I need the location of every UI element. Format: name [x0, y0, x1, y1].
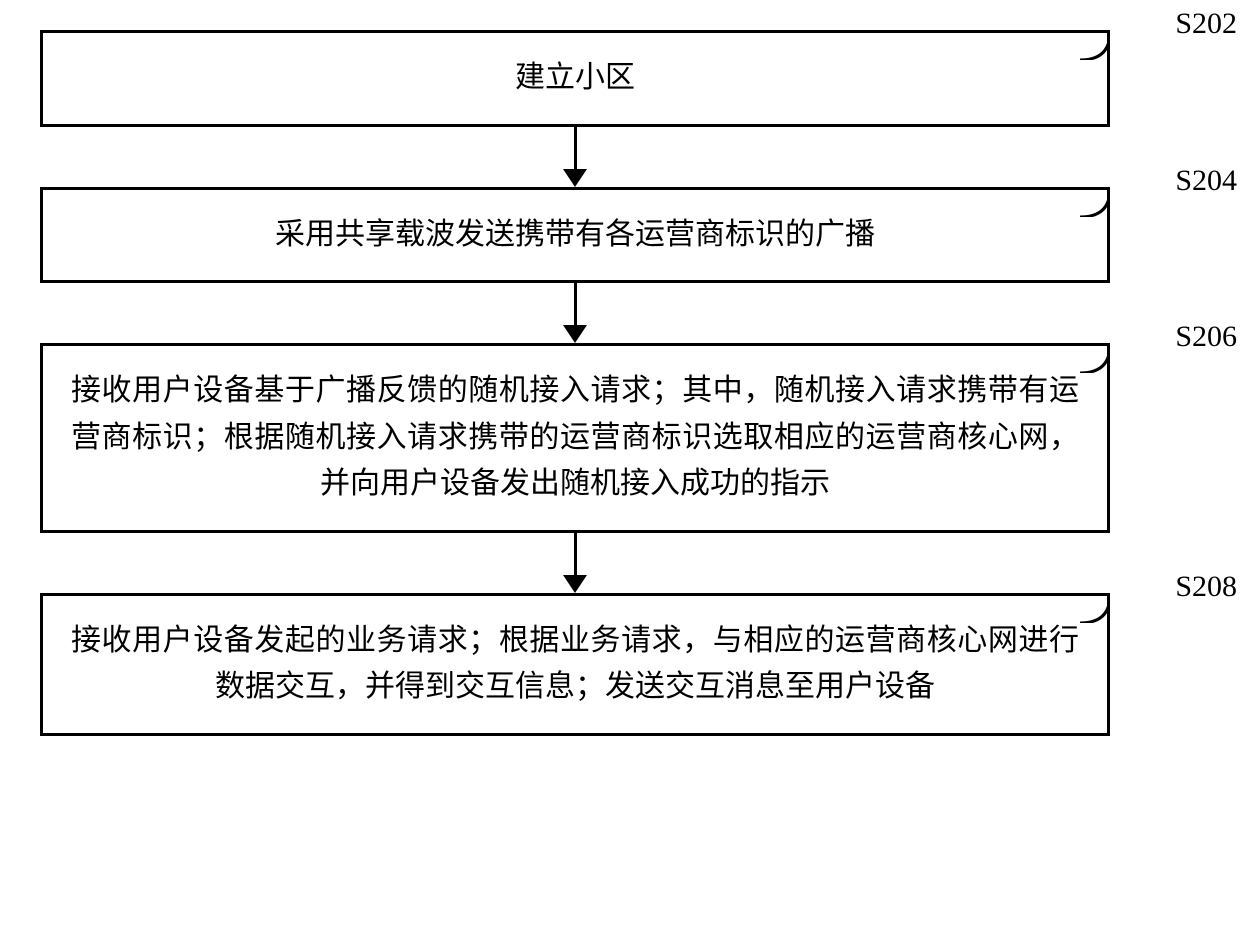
step-label: S206: [1175, 314, 1237, 361]
corner-curve: [1080, 343, 1110, 373]
step-box-s202: S202 建立小区: [40, 30, 1110, 127]
arrow-head: [563, 325, 587, 343]
step-text: 接收用户设备发起的业务请求；根据业务请求，与相应的运营商核心网进行数据交互，并得…: [71, 618, 1079, 711]
arrow-line: [574, 283, 577, 325]
step-label: S202: [1175, 1, 1237, 48]
corner-curve: [1080, 30, 1110, 60]
corner-curve: [1080, 187, 1110, 217]
arrow-head: [563, 169, 587, 187]
arrow-line: [574, 533, 577, 575]
step-box-s204: S204 采用共享载波发送携带有各运营商标识的广播: [40, 187, 1110, 284]
arrow: [40, 533, 1110, 593]
arrow: [40, 283, 1110, 343]
flowchart: S202 建立小区 S204 采用共享载波发送携带有各运营商标识的广播 S206…: [40, 30, 1110, 736]
step-text: 接收用户设备基于广播反馈的随机接入请求；其中，随机接入请求携带有运营商标识；根据…: [71, 368, 1079, 508]
arrow-line: [574, 127, 577, 169]
step-box-s208: S208 接收用户设备发起的业务请求；根据业务请求，与相应的运营商核心网进行数据…: [40, 593, 1110, 736]
step-text: 采用共享载波发送携带有各运营商标识的广播: [275, 212, 875, 259]
step-label: S208: [1175, 564, 1237, 611]
step-text: 建立小区: [515, 55, 635, 102]
arrow-head: [563, 575, 587, 593]
step-label: S204: [1175, 158, 1237, 205]
step-box-s206: S206 接收用户设备基于广播反馈的随机接入请求；其中，随机接入请求携带有运营商…: [40, 343, 1110, 533]
corner-curve: [1080, 593, 1110, 623]
arrow: [40, 127, 1110, 187]
